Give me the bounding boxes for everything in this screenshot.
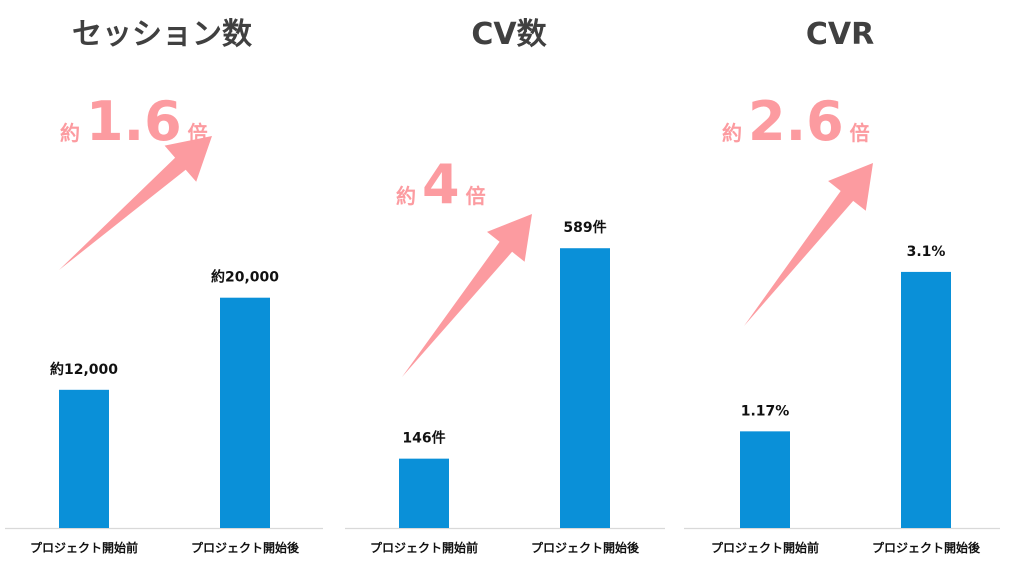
category-label: プロジェクト開始後 bbox=[531, 540, 640, 555]
category-label: プロジェクト開始後 bbox=[872, 540, 981, 555]
growth-arrow bbox=[744, 163, 873, 326]
category-label: プロジェクト開始前 bbox=[370, 540, 478, 555]
chart-title: CVR bbox=[806, 17, 874, 52]
bar bbox=[59, 389, 109, 528]
multiplier-suffix: 倍 bbox=[850, 121, 870, 145]
data-label: 約20,000 bbox=[211, 269, 279, 286]
multiplier-value: 1.6 bbox=[86, 90, 182, 153]
multiplier-prefix: 約 bbox=[396, 184, 416, 208]
multiplier-prefix: 約 bbox=[722, 121, 742, 145]
multiplier-annotation: 約 2.6 倍 bbox=[722, 90, 870, 153]
chart-title: セッション数 bbox=[72, 17, 253, 52]
multiplier-suffix: 倍 bbox=[466, 184, 486, 208]
data-label: 3.1% bbox=[907, 244, 946, 260]
category-label: プロジェクト開始前 bbox=[711, 540, 819, 555]
bar bbox=[560, 248, 610, 528]
bar bbox=[220, 297, 270, 528]
data-label: 1.17% bbox=[741, 403, 790, 419]
multiplier-value: 4 bbox=[422, 153, 460, 216]
bar bbox=[399, 458, 449, 528]
multiplier-annotation: 約 1.6 倍 bbox=[60, 90, 208, 153]
growth-arrow bbox=[402, 214, 532, 377]
multiplier-value: 2.6 bbox=[748, 90, 844, 153]
bar bbox=[740, 431, 790, 528]
chart-title: CV数 bbox=[471, 17, 547, 52]
data-label: 589件 bbox=[563, 219, 606, 236]
data-label: 約12,000 bbox=[50, 361, 118, 378]
data-label: 146件 bbox=[402, 430, 445, 447]
multiplier-suffix: 倍 bbox=[188, 121, 208, 145]
growth-arrow bbox=[59, 136, 212, 270]
multiplier-prefix: 約 bbox=[60, 121, 80, 145]
category-label: プロジェクト開始後 bbox=[191, 540, 300, 555]
category-label: プロジェクト開始前 bbox=[30, 540, 138, 555]
bar bbox=[901, 271, 951, 528]
